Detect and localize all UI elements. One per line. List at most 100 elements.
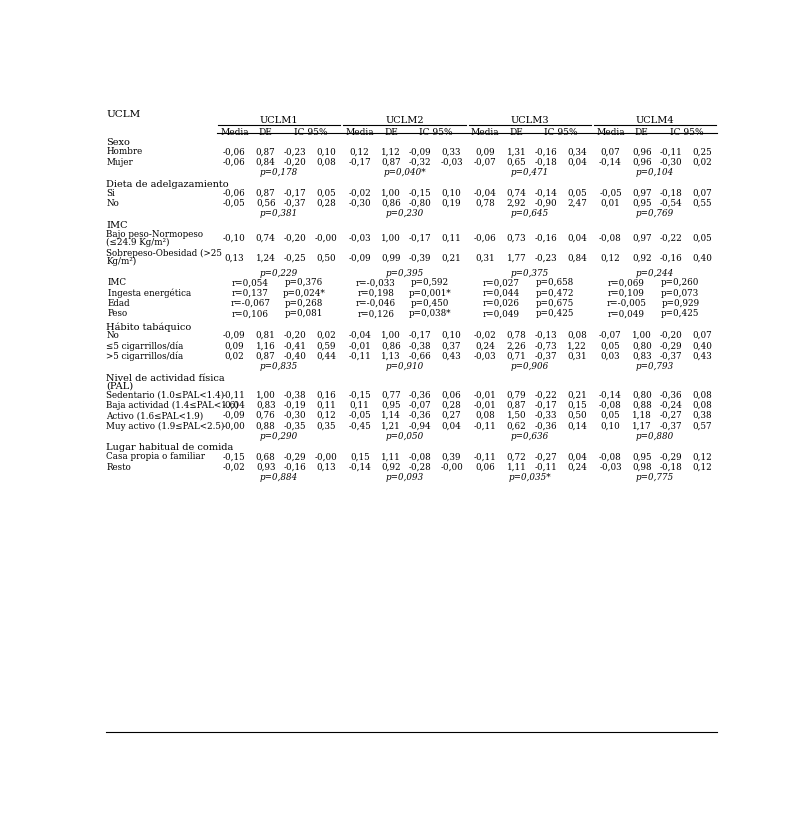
Text: 0,14: 0,14 — [567, 421, 587, 431]
Text: 0,05: 0,05 — [601, 342, 620, 351]
Text: 0,73: 0,73 — [507, 233, 526, 242]
Text: Nivel de actividad física: Nivel de actividad física — [107, 374, 225, 382]
Text: 1,00: 1,00 — [381, 233, 401, 242]
Text: 0,19: 0,19 — [442, 199, 461, 208]
Text: -0,29: -0,29 — [659, 452, 683, 461]
Text: -0,00: -0,00 — [440, 462, 463, 471]
Text: 0,25: 0,25 — [692, 147, 712, 157]
Text: Sedentario (1.0≤PAL<1.4): Sedentario (1.0≤PAL<1.4) — [107, 390, 225, 399]
Text: 0,24: 0,24 — [567, 462, 587, 471]
Text: -0,17: -0,17 — [283, 188, 306, 197]
Text: p=0,884: p=0,884 — [260, 473, 298, 482]
Text: 0,40: 0,40 — [692, 253, 712, 262]
Text: Muy activo (1.9≤PAL<2.5): Muy activo (1.9≤PAL<2.5) — [107, 421, 225, 431]
Text: 0,44: 0,44 — [316, 352, 336, 361]
Text: -0,38: -0,38 — [409, 342, 431, 351]
Text: -0,20: -0,20 — [283, 157, 306, 167]
Text: 0,80: 0,80 — [632, 390, 652, 399]
Text: r=0,026: r=0,026 — [483, 299, 520, 308]
Text: p=0,471: p=0,471 — [511, 168, 549, 177]
Text: 2,92: 2,92 — [507, 199, 526, 208]
Text: -0,37: -0,37 — [534, 352, 557, 361]
Text: r=0,126: r=0,126 — [357, 309, 395, 318]
Text: 1,77: 1,77 — [507, 253, 526, 262]
Text: -0,37: -0,37 — [659, 421, 683, 431]
Text: -0,05: -0,05 — [223, 199, 245, 208]
Text: -0,09: -0,09 — [348, 253, 371, 262]
Text: 0,77: 0,77 — [381, 390, 401, 399]
Text: -0,22: -0,22 — [534, 390, 557, 399]
Text: Kg/m²): Kg/m²) — [107, 257, 136, 267]
Text: 0,96: 0,96 — [632, 157, 651, 167]
Text: 0,10: 0,10 — [601, 421, 620, 431]
Text: -0,16: -0,16 — [534, 147, 557, 157]
Text: -0,15: -0,15 — [409, 188, 431, 197]
Text: 1,50: 1,50 — [507, 411, 526, 420]
Text: -0,15: -0,15 — [223, 452, 245, 461]
Text: -0,80: -0,80 — [409, 199, 431, 208]
Text: -0,28: -0,28 — [409, 462, 431, 471]
Text: -0,09: -0,09 — [223, 411, 245, 420]
Text: -0,00: -0,00 — [223, 421, 245, 431]
Text: -0,07: -0,07 — [599, 331, 622, 340]
Text: 1,00: 1,00 — [632, 331, 652, 340]
Text: r=0,198: r=0,198 — [357, 288, 394, 297]
Text: 1,13: 1,13 — [381, 352, 401, 361]
Text: -0,73: -0,73 — [534, 342, 557, 351]
Text: 0,05: 0,05 — [316, 188, 336, 197]
Text: 0,15: 0,15 — [350, 452, 370, 461]
Text: -0,14: -0,14 — [599, 390, 622, 399]
Text: p=0,636: p=0,636 — [511, 431, 549, 441]
Text: p=0,395: p=0,395 — [386, 269, 423, 278]
Text: 0,78: 0,78 — [507, 331, 526, 340]
Text: 0,08: 0,08 — [476, 411, 495, 420]
Text: 0,11: 0,11 — [442, 233, 461, 242]
Text: No: No — [107, 199, 119, 208]
Text: 0,62: 0,62 — [507, 421, 526, 431]
Text: r=0,054: r=0,054 — [232, 278, 269, 287]
Text: r=0,137: r=0,137 — [232, 288, 269, 297]
Text: 0,11: 0,11 — [350, 401, 370, 410]
Text: >5 cigarrillos/día: >5 cigarrillos/día — [107, 352, 184, 362]
Text: Edad: Edad — [108, 299, 131, 308]
Text: -0,27: -0,27 — [534, 452, 557, 461]
Text: p=0,244: p=0,244 — [636, 269, 674, 278]
Text: 1,00: 1,00 — [256, 390, 276, 399]
Text: -0,02: -0,02 — [474, 331, 496, 340]
Text: -0,03: -0,03 — [348, 233, 371, 242]
Text: -0,17: -0,17 — [534, 401, 557, 410]
Text: 0,12: 0,12 — [601, 253, 620, 262]
Text: IC 95%: IC 95% — [670, 127, 703, 137]
Text: 0,50: 0,50 — [316, 253, 336, 262]
Text: 0,71: 0,71 — [507, 352, 526, 361]
Text: -0,11: -0,11 — [348, 352, 371, 361]
Text: 1,21: 1,21 — [381, 421, 401, 431]
Text: 0,21: 0,21 — [442, 253, 461, 262]
Text: -0,23: -0,23 — [284, 147, 306, 157]
Text: 0,08: 0,08 — [692, 401, 712, 410]
Text: -0,40: -0,40 — [283, 352, 306, 361]
Text: 0,15: 0,15 — [567, 401, 587, 410]
Text: 0,05: 0,05 — [601, 411, 620, 420]
Text: -0,11: -0,11 — [659, 147, 683, 157]
Text: r=0,049: r=0,049 — [608, 309, 645, 318]
Text: 0,24: 0,24 — [475, 342, 495, 351]
Text: 0,31: 0,31 — [567, 352, 587, 361]
Text: 0,08: 0,08 — [567, 331, 587, 340]
Text: 0,13: 0,13 — [316, 462, 336, 471]
Text: -0,07: -0,07 — [409, 401, 431, 410]
Text: 0,81: 0,81 — [256, 331, 276, 340]
Text: -0,03: -0,03 — [440, 157, 463, 167]
Text: -0,18: -0,18 — [659, 462, 683, 471]
Text: 0,05: 0,05 — [567, 188, 587, 197]
Text: -0,04: -0,04 — [223, 401, 245, 410]
Text: -0,17: -0,17 — [348, 157, 371, 167]
Text: 0,02: 0,02 — [316, 331, 336, 340]
Text: 0,13: 0,13 — [225, 253, 244, 262]
Text: -0,02: -0,02 — [223, 462, 245, 471]
Text: 0,76: 0,76 — [256, 411, 276, 420]
Text: 0,33: 0,33 — [442, 147, 461, 157]
Text: 0,07: 0,07 — [601, 147, 620, 157]
Text: r=-0,067: r=-0,067 — [230, 299, 270, 308]
Text: -0,20: -0,20 — [659, 331, 683, 340]
